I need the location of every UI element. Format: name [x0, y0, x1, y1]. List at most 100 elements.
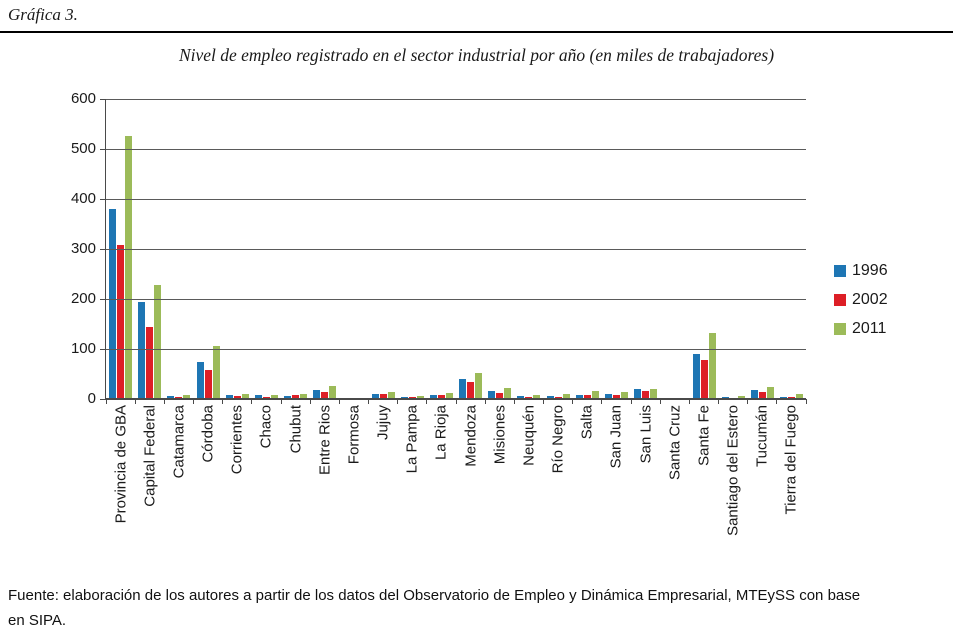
y-axis-label-100: 100: [70, 340, 96, 357]
bar-2011-15: [562, 394, 570, 399]
bar-2011-14: [533, 394, 541, 399]
bar-1996-0: [109, 209, 117, 399]
bar-1996-10: [400, 396, 408, 399]
bar-1996-16: [575, 395, 583, 399]
bar-1996-3: [196, 362, 204, 399]
x-tick-13: [484, 399, 486, 404]
bar-2002-12: [467, 382, 475, 399]
bar-2002-2: [175, 396, 183, 399]
legend-item-1996: 1996: [834, 263, 888, 279]
gridline-300: [106, 248, 806, 250]
bar-2002-4: [233, 395, 241, 399]
x-axis-label-text-22: Tucumán: [753, 405, 771, 467]
x-tick-21: [718, 399, 719, 404]
chart-title: Nivel de empleo registrado en el sector …: [178, 45, 775, 65]
x-tick-5: [251, 399, 253, 404]
x-tick-6: [280, 399, 282, 404]
x-tick-11: [426, 399, 428, 404]
divider-line: [0, 31, 953, 33]
bar-group-7: [310, 99, 339, 399]
bar-2011-20: [708, 332, 716, 399]
plot-area: [100, 98, 807, 404]
bar-2011-12: [475, 372, 483, 399]
bar-groups: [106, 99, 806, 399]
bar-2002-1: [146, 327, 154, 399]
legend-swatch-2011: [834, 323, 846, 335]
y-tick-500: [100, 148, 106, 150]
legend-label-2002: 2002: [852, 291, 888, 308]
bar-2011-21: [737, 395, 745, 399]
source-note: Fuente: elaboración de los autores a par…: [8, 583, 948, 633]
x-axis-label-text-3: Córdoba: [199, 405, 217, 463]
x-axis-label-text-11: La Rioja: [432, 405, 450, 461]
bar-group-16: [573, 99, 602, 399]
bar-2011-5: [270, 394, 278, 399]
bar-2002-9: [379, 393, 387, 399]
bar-1996-18: [634, 389, 642, 399]
x-tick-12: [455, 399, 457, 404]
bar-2011-9: [387, 391, 395, 399]
bar-1996-5: [254, 395, 262, 399]
bar-2002-18: [642, 390, 650, 399]
bar-2011-10: [416, 395, 424, 399]
x-axis-label-text-9: Jujuy: [374, 405, 392, 441]
x-axis-label-text-13: Misiones: [491, 405, 509, 465]
bar-2011-11: [445, 392, 453, 399]
legend-label-1996: 1996: [852, 262, 888, 279]
x-tick-19: [659, 399, 661, 404]
bar-group-15: [544, 99, 573, 399]
gridline-500: [106, 148, 806, 150]
bar-group-17: [602, 99, 631, 399]
bar-2011-7: [329, 386, 337, 399]
bar-1996-7: [313, 389, 321, 399]
bar-2002-17: [613, 395, 620, 399]
bar-1996-13: [488, 391, 496, 399]
bar-2002-7: [321, 392, 329, 399]
legend-item-2011: 2011: [834, 321, 888, 337]
y-tick-200: [100, 298, 106, 300]
y-tick-600: [100, 98, 106, 100]
x-tick-1: [134, 399, 136, 404]
x-axis-label-text-12: Mendoza: [462, 405, 480, 467]
bar-2011-1: [154, 285, 162, 399]
x-tick-24: [805, 399, 807, 404]
gridline-600: [106, 98, 806, 100]
bar-1996-14: [517, 396, 525, 399]
bar-group-1: [135, 99, 164, 399]
bar-1996-6: [284, 395, 292, 399]
x-axis-label-text-0: Provincia de GBA: [112, 405, 130, 524]
x-axis-label-text-5: Chaco: [257, 405, 275, 449]
x-tick-18: [630, 399, 632, 404]
x-axis-label-text-18: San Luis: [637, 405, 655, 464]
bar-1996-20: [692, 354, 700, 399]
x-tick-20: [688, 399, 690, 404]
bar-2011-2: [183, 395, 191, 399]
legend-swatch-1996: [834, 265, 846, 277]
legend: 1996 2002 2011: [834, 263, 888, 350]
gridline-400: [106, 198, 806, 200]
x-axis-label-text-17: San Juan: [607, 405, 625, 469]
bar-2011-23: [796, 393, 804, 399]
x-axis-label-text-19: Santa Cruz: [666, 405, 684, 481]
bar-1996-22: [750, 389, 758, 399]
x-axis-label-text-20: Santa Fe: [695, 405, 713, 466]
bar-2011-18: [650, 388, 658, 399]
bar-2002-6: [292, 395, 300, 399]
figure-caption: Gráfica 3.: [8, 5, 78, 24]
x-axis-label-text-21: Santiago del Estero: [724, 405, 742, 536]
y-axis-label-400: 400: [70, 190, 96, 207]
x-tick-0: [105, 399, 107, 404]
bar-group-6: [281, 99, 310, 399]
bar-2002-0: [117, 245, 125, 399]
source-note-line1: Fuente: elaboración de los autores a par…: [8, 587, 861, 604]
bar-group-2: [164, 99, 193, 399]
y-tick-300: [100, 248, 106, 250]
x-tick-17: [601, 399, 603, 404]
y-axis-label-0: 0: [87, 390, 96, 407]
x-axis-label-text-1: Capital Federal: [141, 405, 159, 507]
bar-1996-11: [429, 395, 437, 399]
x-tick-4: [222, 399, 224, 404]
x-axis-label-text-8: Formosa: [345, 405, 363, 465]
x-axis-label-text-15: Río Negro: [549, 405, 567, 474]
x-tick-8: [338, 399, 340, 404]
